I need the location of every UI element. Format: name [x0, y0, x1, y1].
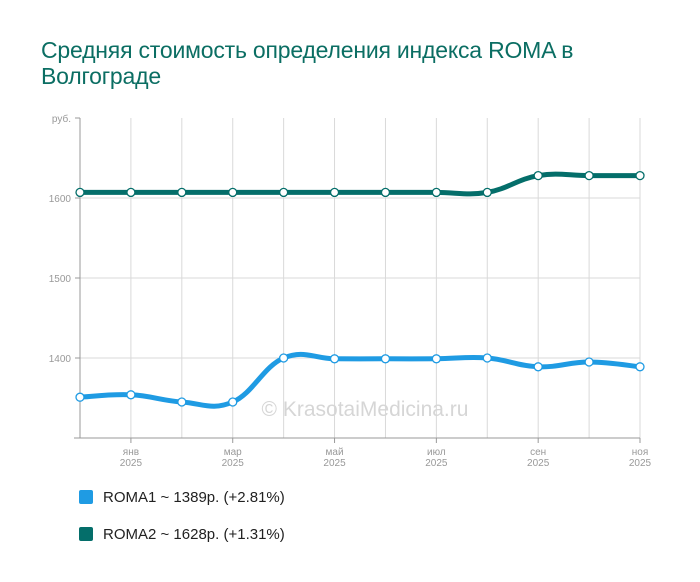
data-point-roma2[interactable] — [635, 170, 645, 181]
x-tick-label-month: янв — [123, 447, 139, 458]
x-tick-label-month: май — [326, 447, 344, 458]
series-line-roma2 — [77, 171, 643, 197]
x-axis-ticks: янв2025мар2025май2025июл2025сен2025ноя20… — [120, 438, 652, 469]
x-tick-label-year: 2025 — [222, 458, 245, 469]
y-tick-label: 1400 — [49, 354, 72, 365]
data-point-roma2[interactable] — [228, 187, 238, 198]
data-point-roma1[interactable] — [482, 353, 492, 363]
data-point-roma2[interactable] — [482, 187, 492, 198]
x-tick-label-year: 2025 — [120, 458, 143, 469]
legend-item-roma2[interactable]: ROMA2 ~ 1628р. (+1.31%) — [79, 525, 285, 543]
data-point-roma1[interactable] — [329, 354, 340, 364]
x-tick-label-month: мар — [224, 447, 242, 458]
data-point-roma2[interactable] — [177, 187, 187, 198]
series-lines — [75, 170, 645, 409]
y-axis-ticks: 1400 1500 1600 руб. — [49, 113, 80, 365]
legend: ROMA1 ~ 1389р. (+2.81%) ROMA2 ~ 1628р. (… — [79, 488, 285, 562]
x-tick-label-year: 2025 — [527, 458, 550, 469]
data-point-roma1[interactable] — [228, 397, 238, 407]
data-point-roma1[interactable] — [380, 354, 391, 364]
chart-title: Средняя стоимость определения индекса RO… — [41, 37, 574, 89]
y-tick-label: 1500 — [49, 274, 72, 285]
watermark: © KrasotaiMedicina.ru — [262, 398, 469, 421]
data-point-roma2[interactable] — [126, 187, 136, 198]
data-point-roma1[interactable] — [635, 362, 645, 372]
x-tick-label-year: 2025 — [323, 458, 346, 469]
legend-swatch-roma1 — [79, 490, 93, 504]
data-point-roma1[interactable] — [431, 354, 442, 364]
data-point-roma2[interactable] — [329, 187, 340, 198]
data-point-roma1[interactable] — [75, 392, 85, 402]
legend-label-roma2: ROMA2 ~ 1628р. (+1.31%) — [103, 525, 285, 543]
data-point-roma1[interactable] — [533, 362, 543, 372]
x-tick-label-year: 2025 — [425, 458, 448, 469]
data-point-roma1[interactable] — [584, 357, 594, 367]
line-chart: © KrasotaiMedicina.ru 1400 1500 1600 руб. я… — [49, 113, 652, 469]
grid-lines — [80, 118, 641, 438]
data-point-roma2[interactable] — [533, 170, 543, 181]
data-point-roma2[interactable] — [380, 187, 391, 198]
x-tick-label-month: июл — [427, 447, 446, 458]
data-point-roma1[interactable] — [177, 397, 187, 407]
x-tick-label-month: ноя — [632, 447, 649, 458]
legend-swatch-roma2 — [79, 527, 93, 541]
data-point-roma2[interactable] — [75, 187, 85, 198]
y-tick-label: руб. — [52, 113, 71, 125]
x-tick-label-year: 2025 — [629, 458, 652, 469]
y-tick-label: 1600 — [49, 194, 72, 205]
data-point-roma2[interactable] — [584, 170, 594, 181]
legend-item-roma1[interactable]: ROMA1 ~ 1389р. (+2.81%) — [79, 488, 285, 506]
data-point-roma1[interactable] — [278, 353, 289, 363]
data-point-roma1[interactable] — [126, 390, 136, 400]
legend-label-roma1: ROMA1 ~ 1389р. (+2.81%) — [103, 488, 285, 506]
data-point-roma2[interactable] — [278, 187, 289, 198]
data-point-roma2[interactable] — [431, 187, 442, 198]
x-tick-label-month: сен — [530, 447, 546, 458]
